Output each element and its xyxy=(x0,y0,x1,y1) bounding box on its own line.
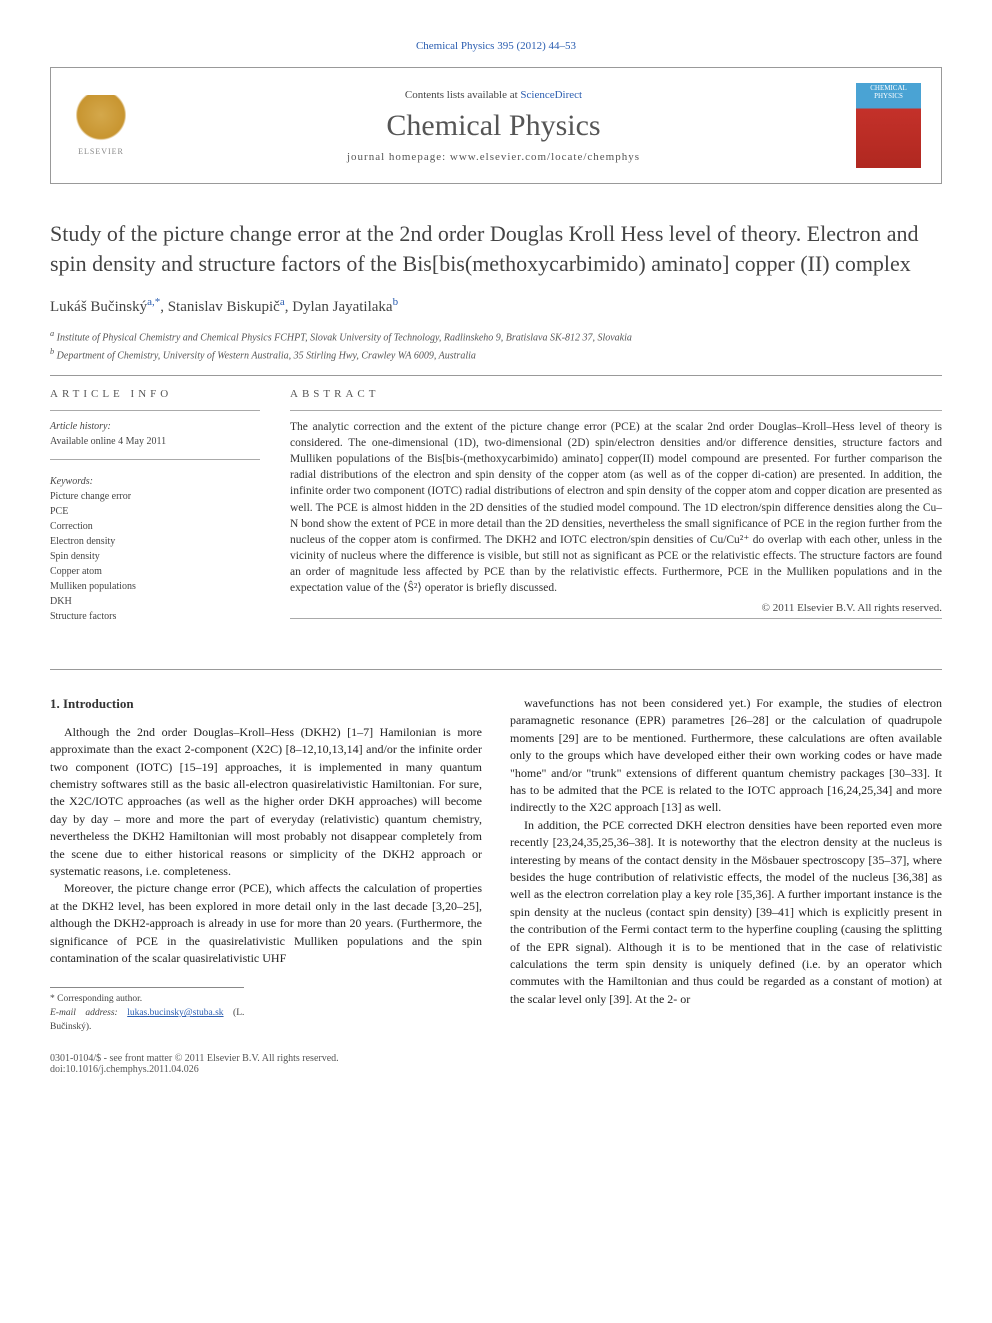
journal-name: Chemical Physics xyxy=(131,109,856,143)
elsevier-label: ELSEVIER xyxy=(78,147,124,156)
body-column-right: wavefunctions has not been considered ye… xyxy=(510,695,942,1035)
keyword: Spin density xyxy=(50,549,260,564)
author-2: Stanislav Biskupič xyxy=(168,299,280,315)
article-history-heading: Article history: xyxy=(50,419,260,434)
author-3-affiliation[interactable]: b xyxy=(393,296,399,308)
footer: 0301-0104/$ - see front matter © 2011 El… xyxy=(50,1053,942,1075)
keyword: Structure factors xyxy=(50,609,260,624)
authors-list: Lukáš Bučinskýa,*, Stanislav Biskupiča, … xyxy=(50,296,942,316)
cover-title: CHEMICAL PHYSICS xyxy=(858,85,919,100)
divider-thin xyxy=(50,459,260,460)
section-heading-introduction: 1. Introduction xyxy=(50,695,482,714)
corresponding-author-note: * Corresponding author. E-mail address: … xyxy=(50,987,244,1034)
author-2-affiliation[interactable]: a xyxy=(280,296,285,308)
divider-thin xyxy=(290,410,942,411)
contents-prefix: Contents lists available at xyxy=(405,89,520,101)
corresponding-email[interactable]: lukas.bucinsky@stuba.sk xyxy=(127,1008,223,1018)
author-1: Lukáš Bučinský xyxy=(50,299,147,315)
intro-paragraph-3: wavefunctions has not been considered ye… xyxy=(510,695,942,817)
affiliation-b: b Department of Chemistry, University of… xyxy=(50,346,942,363)
abstract-text: The analytic correction and the extent o… xyxy=(290,419,942,596)
footer-doi: doi:10.1016/j.chemphys.2011.04.026 xyxy=(50,1064,942,1075)
keyword: Mulliken populations xyxy=(50,579,260,594)
article-info-label: ARTICLE INFO xyxy=(50,388,260,400)
elsevier-tree-icon xyxy=(76,95,126,145)
intro-paragraph-4: In addition, the PCE corrected DKH elect… xyxy=(510,817,942,1008)
homepage-url[interactable]: www.elsevier.com/locate/chemphys xyxy=(450,151,640,163)
journal-reference: Chemical Physics 395 (2012) 44–53 xyxy=(50,40,942,52)
author-1-affiliation[interactable]: a, xyxy=(147,296,155,308)
intro-paragraph-1: Although the 2nd order Douglas–Kroll–Hes… xyxy=(50,724,482,881)
footer-copyright: 0301-0104/$ - see front matter © 2011 El… xyxy=(50,1053,942,1064)
email-label: E-mail address: xyxy=(50,1008,127,1018)
affiliation-b-text: Department of Chemistry, University of W… xyxy=(57,350,476,361)
journal-cover-thumbnail: CHEMICAL PHYSICS xyxy=(856,83,921,168)
homepage-prefix: journal homepage: xyxy=(347,151,450,163)
keywords-heading: Keywords: xyxy=(50,474,260,489)
divider-thin xyxy=(50,410,260,411)
contents-available: Contents lists available at ScienceDirec… xyxy=(131,89,856,101)
divider xyxy=(50,669,942,670)
journal-header: ELSEVIER Contents lists available at Sci… xyxy=(50,67,942,184)
divider xyxy=(50,375,942,376)
article-history-date: Available online 4 May 2011 xyxy=(50,434,260,449)
sciencedirect-link[interactable]: ScienceDirect xyxy=(520,89,582,101)
intro-paragraph-2: Moreover, the picture change error (PCE)… xyxy=(50,880,482,967)
divider-thin xyxy=(290,618,942,619)
author-3: Dylan Jayatilaka xyxy=(292,299,392,315)
article-title: Study of the picture change error at the… xyxy=(50,219,942,278)
body-column-left: 1. Introduction Although the 2nd order D… xyxy=(50,695,482,1035)
affiliations: a Institute of Physical Chemistry and Ch… xyxy=(50,328,942,363)
keyword: DKH xyxy=(50,594,260,609)
abstract-label: ABSTRACT xyxy=(290,388,942,400)
affiliation-a-text: Institute of Physical Chemistry and Chem… xyxy=(57,333,632,344)
journal-homepage: journal homepage: www.elsevier.com/locat… xyxy=(131,151,856,163)
keyword: Copper atom xyxy=(50,564,260,579)
keyword: Correction xyxy=(50,519,260,534)
keyword: Electron density xyxy=(50,534,260,549)
keyword: Picture change error xyxy=(50,489,260,504)
copyright-line: © 2011 Elsevier B.V. All rights reserved… xyxy=(290,602,942,614)
elsevier-logo: ELSEVIER xyxy=(71,91,131,161)
author-1-corresponding[interactable]: * xyxy=(155,296,161,308)
corresponding-label: * Corresponding author. xyxy=(50,993,244,1007)
affiliation-a: a Institute of Physical Chemistry and Ch… xyxy=(50,328,942,345)
keyword: PCE xyxy=(50,504,260,519)
